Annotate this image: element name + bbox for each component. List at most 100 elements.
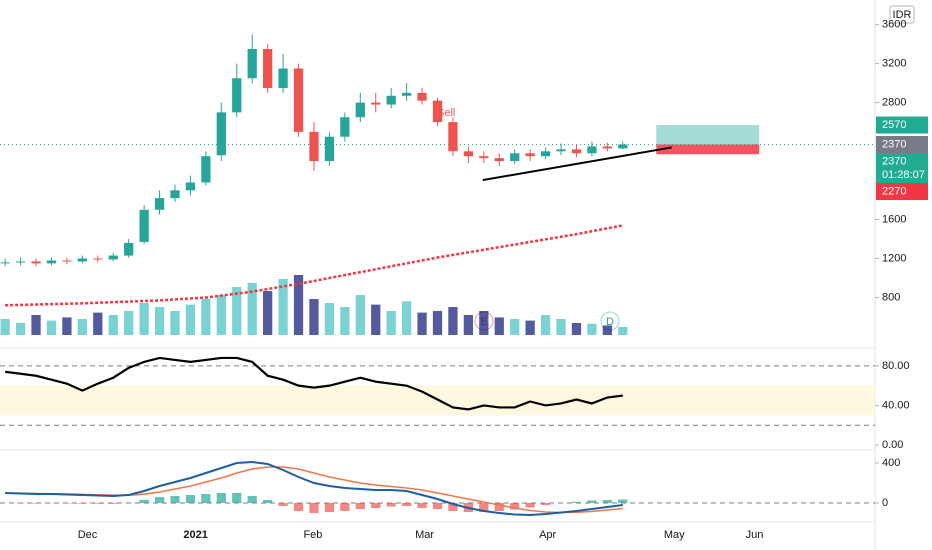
- histogram-bar: [77, 503, 87, 504]
- candle-body: [479, 156, 489, 159]
- histogram-bar: [340, 503, 350, 511]
- histogram-bar: [201, 494, 211, 503]
- candle-body: [170, 190, 180, 199]
- x-tick-label: Jun: [746, 529, 764, 541]
- volume-bar: [571, 323, 582, 335]
- histogram-bar: [216, 493, 226, 503]
- y-tick-label: 2800: [882, 97, 906, 109]
- volume-bar: [170, 311, 180, 335]
- histogram-bar: [31, 503, 41, 504]
- candle-body: [263, 49, 273, 88]
- volume-bar: [31, 315, 41, 335]
- candle-body: [154, 198, 165, 210]
- histogram-bar: [386, 503, 396, 507]
- candle-body: [432, 100, 443, 123]
- candle-body: [417, 92, 427, 101]
- candle-body: [46, 260, 57, 264]
- volume-bar: [154, 307, 165, 335]
- trendline: [482, 146, 672, 182]
- histogram-bar: [417, 503, 427, 508]
- y-tick-label: 400: [882, 457, 900, 469]
- macd-line: [5, 460, 623, 517]
- candle-body: [571, 149, 582, 154]
- price-label-box: [876, 116, 928, 134]
- candle-body: [525, 153, 535, 157]
- histogram-bar: [494, 503, 504, 511]
- volume-bar: [587, 323, 597, 335]
- x-tick-label: May: [664, 529, 685, 541]
- moving-average: [5, 224, 624, 307]
- volume-bar: [525, 320, 535, 335]
- volume-bar: [139, 303, 149, 335]
- volume-bar: [93, 312, 103, 335]
- histogram-bar: [93, 503, 103, 504]
- volume-bar: [309, 299, 319, 335]
- volume-bar: [0, 319, 10, 335]
- volume-bar: [417, 312, 427, 335]
- histogram-bar: [247, 496, 257, 503]
- candle-body: [448, 122, 458, 152]
- candle-body: [185, 182, 196, 191]
- candle-body: [15, 261, 26, 263]
- volume-bar: [232, 287, 242, 335]
- histogram-bar: [432, 503, 443, 509]
- candle-body: [463, 151, 474, 157]
- currency-box[interactable]: [889, 5, 915, 24]
- volume-bar: [479, 311, 489, 335]
- volume-bar: [324, 303, 335, 335]
- y-tick-label: 0: [882, 497, 888, 509]
- volume-bar: [124, 311, 134, 335]
- candle-body: [62, 260, 72, 262]
- volume-bar: [510, 319, 520, 335]
- histogram-bar: [401, 503, 412, 506]
- volume-bar: [540, 315, 551, 335]
- histogram-bar: [355, 503, 365, 509]
- price-label-box: [876, 153, 928, 184]
- price-label: 2370: [882, 138, 906, 150]
- target-zone: [656, 125, 760, 145]
- volume-bar: [602, 325, 612, 335]
- volume-bar: [448, 307, 458, 335]
- volume-bar: [216, 295, 226, 335]
- volume-bar: [432, 311, 443, 335]
- candle-body: [386, 95, 396, 105]
- histogram-bar: [185, 495, 196, 503]
- histogram-bar: [293, 503, 304, 511]
- price-label-box: [876, 183, 928, 201]
- candle-body: [108, 255, 118, 260]
- histogram-bar: [602, 500, 612, 503]
- candle-body: [216, 112, 226, 156]
- candle-body: [232, 78, 242, 113]
- candle-body: [247, 49, 257, 79]
- candle-body: [556, 149, 566, 152]
- candle-body: [324, 136, 335, 162]
- histogram-bar: [278, 503, 288, 506]
- histogram-bar: [371, 503, 381, 508]
- volume-bar: [340, 307, 350, 335]
- histogram-bar: [324, 503, 335, 512]
- y-tick-label: 800: [882, 291, 900, 303]
- candle-body: [587, 146, 597, 154]
- volume-bar: [77, 319, 87, 335]
- histogram-bar: [571, 501, 582, 503]
- x-tick-label: Dec: [78, 529, 98, 541]
- volume-bar: [185, 304, 196, 335]
- histogram-bar: [170, 496, 180, 503]
- y-tick-label: 1600: [882, 213, 906, 225]
- volume-bar: [386, 311, 396, 335]
- x-tick-label: Apr: [539, 529, 556, 541]
- volume-bar: [355, 295, 365, 335]
- candle-body: [401, 92, 412, 96]
- candle-body: [31, 261, 41, 264]
- dividend-marker-label: D: [606, 316, 614, 328]
- x-tick-label: Feb: [303, 529, 322, 541]
- histogram-bar: [139, 499, 149, 503]
- candle-body: [139, 209, 149, 242]
- histogram-bar: [232, 493, 242, 503]
- candle-body: [93, 258, 103, 260]
- countdown: 01:28:07: [882, 169, 925, 181]
- candle-body: [510, 153, 520, 162]
- volume-bar: [401, 301, 412, 335]
- histogram-bar: [618, 499, 628, 503]
